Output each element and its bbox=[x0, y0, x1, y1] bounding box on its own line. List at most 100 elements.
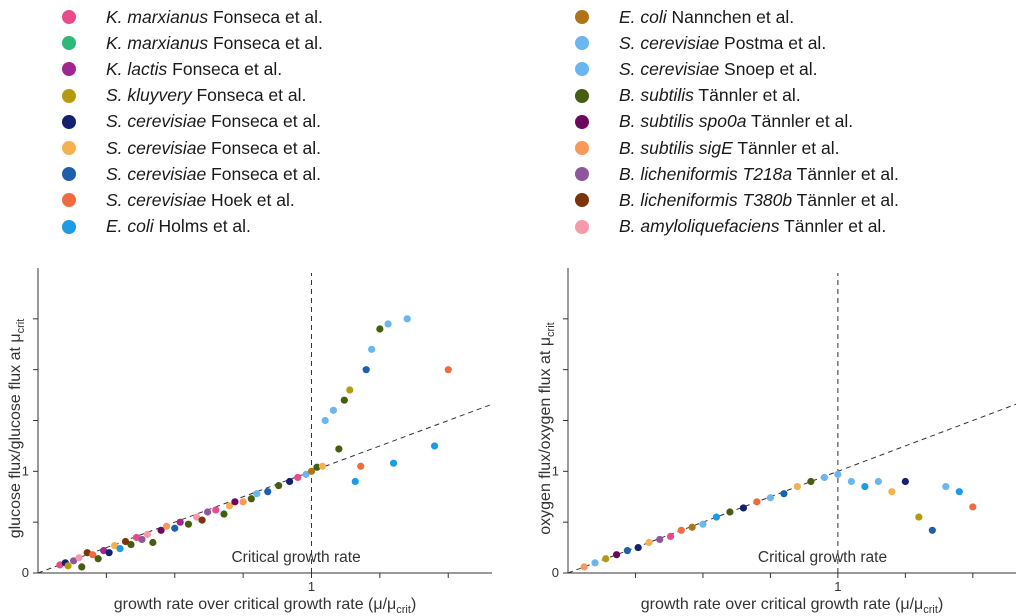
data-point bbox=[403, 315, 411, 323]
data-point bbox=[915, 513, 923, 521]
data-point bbox=[602, 555, 610, 563]
data-point bbox=[901, 477, 909, 486]
legend-entry: B. subtilis Tännler et al. bbox=[575, 83, 899, 109]
data-point bbox=[264, 488, 272, 496]
critical-annotation: Critical growth rate bbox=[758, 549, 887, 566]
data-point bbox=[239, 498, 247, 506]
legend-species: B. subtilis sigE bbox=[619, 137, 733, 158]
data-point bbox=[231, 498, 239, 506]
legend-entry: S. cerevisiae Fonseca et al. bbox=[62, 135, 323, 161]
legend-marker bbox=[575, 36, 589, 51]
data-point bbox=[157, 526, 165, 534]
legend-marker bbox=[62, 114, 76, 129]
data-point bbox=[726, 508, 734, 516]
data-point bbox=[162, 522, 171, 530]
legend-species: S. cerevisiae bbox=[106, 189, 207, 210]
data-point bbox=[212, 506, 220, 514]
data-point bbox=[969, 503, 977, 511]
data-point bbox=[100, 547, 108, 555]
legend-marker bbox=[62, 88, 76, 103]
data-point bbox=[580, 563, 588, 571]
legend-marker bbox=[62, 219, 76, 234]
legend-species: K. marxianus bbox=[106, 6, 209, 27]
y-tick-label: 0 bbox=[552, 565, 559, 580]
legend-species: S. cerevisiae bbox=[619, 32, 720, 53]
data-point bbox=[149, 538, 157, 547]
legend-marker bbox=[575, 219, 589, 234]
data-point bbox=[69, 557, 78, 565]
y-tick-label: 0 bbox=[22, 565, 29, 580]
data-point bbox=[56, 561, 64, 569]
legend-species: S. cerevisiae bbox=[106, 163, 207, 184]
data-point bbox=[143, 530, 151, 538]
data-point bbox=[942, 482, 950, 491]
x-axis-label-end: ) bbox=[411, 596, 416, 613]
legend-source: Postma et al. bbox=[719, 32, 827, 53]
data-point bbox=[928, 526, 936, 534]
legend-source: Tännler et al. bbox=[693, 85, 801, 106]
x-tick-label: 1 bbox=[308, 579, 315, 594]
legend-entry: B. amyloliquefaciens Tännler et al. bbox=[575, 214, 899, 240]
data-point bbox=[321, 416, 329, 425]
data-point bbox=[335, 445, 343, 453]
legend-species: B. amyloliquefaciens bbox=[619, 216, 780, 237]
data-point bbox=[368, 345, 376, 353]
data-point bbox=[780, 490, 788, 498]
legend-species: B. subtilis bbox=[619, 85, 694, 106]
data-point bbox=[834, 470, 842, 478]
x-axis-label: growth rate over critical growth rate (μ… bbox=[114, 596, 417, 616]
legend-source: Fonseca et al. bbox=[206, 111, 321, 132]
data-point bbox=[193, 513, 201, 521]
data-point bbox=[389, 459, 398, 467]
data-point bbox=[739, 504, 748, 512]
legend-species: B. subtilis spo0a bbox=[619, 111, 747, 132]
legend-source: Fonseca et al. bbox=[208, 32, 323, 53]
data-point bbox=[351, 477, 359, 486]
data-point bbox=[634, 543, 642, 552]
legend-entry: S. cerevisiae Hoek et al. bbox=[62, 187, 323, 213]
legend-marker bbox=[62, 62, 76, 77]
data-point bbox=[376, 325, 384, 333]
data-point bbox=[313, 463, 321, 471]
glucose-flux-chart: 1 0 1 Critical growth rate growth rate over … bbox=[7, 268, 493, 616]
data-point bbox=[184, 520, 193, 528]
legend-marker bbox=[575, 10, 589, 25]
data-point bbox=[307, 467, 316, 475]
legend-entry: S. cerevisiae Fonseca et al. bbox=[62, 161, 323, 187]
legend-entry: E. coli Nannchen et al. bbox=[575, 4, 899, 30]
data-point bbox=[357, 462, 365, 470]
x-tick-label: 1 bbox=[834, 579, 841, 594]
data-point bbox=[253, 490, 261, 498]
legend-species: S. cerevisiae bbox=[106, 137, 207, 158]
data-point bbox=[116, 545, 124, 553]
legend-marker bbox=[62, 167, 76, 182]
legend-marker bbox=[575, 193, 589, 208]
data-point bbox=[955, 488, 963, 496]
data-point bbox=[294, 473, 302, 482]
legend-source: Fonseca et al. bbox=[191, 85, 307, 106]
data-point bbox=[712, 513, 721, 521]
legend-marker bbox=[575, 141, 589, 156]
data-point bbox=[94, 555, 102, 563]
data-point bbox=[793, 482, 801, 491]
legend-entry: S. kluyvery Fonseca et al. bbox=[62, 83, 323, 109]
legend-marker bbox=[575, 114, 589, 129]
legend-entry: B. subtilis sigE Tännler et al. bbox=[575, 135, 899, 161]
legend-species: B. licheniformis T218a bbox=[619, 163, 793, 184]
data-point bbox=[329, 406, 337, 414]
legend-source: Nannchen et al. bbox=[666, 6, 795, 27]
data-point bbox=[820, 473, 828, 482]
legend-entry: B. licheniformis T380b Tännler et al. bbox=[575, 187, 899, 213]
data-point bbox=[75, 554, 83, 562]
legend-entry: B. subtilis spo0a Tännler et al. bbox=[575, 109, 899, 135]
data-point bbox=[346, 386, 354, 394]
data-point bbox=[444, 366, 452, 374]
data-point bbox=[888, 488, 896, 496]
data-point bbox=[861, 482, 869, 491]
data-point bbox=[225, 502, 234, 510]
data-point bbox=[612, 551, 621, 559]
legend-left: K. marxianus Fonseca et al. K. marxianus … bbox=[62, 4, 323, 240]
data-point bbox=[121, 537, 130, 546]
legend-entry: S. cerevisiae Postma et al. bbox=[575, 30, 899, 56]
data-point bbox=[176, 518, 184, 526]
